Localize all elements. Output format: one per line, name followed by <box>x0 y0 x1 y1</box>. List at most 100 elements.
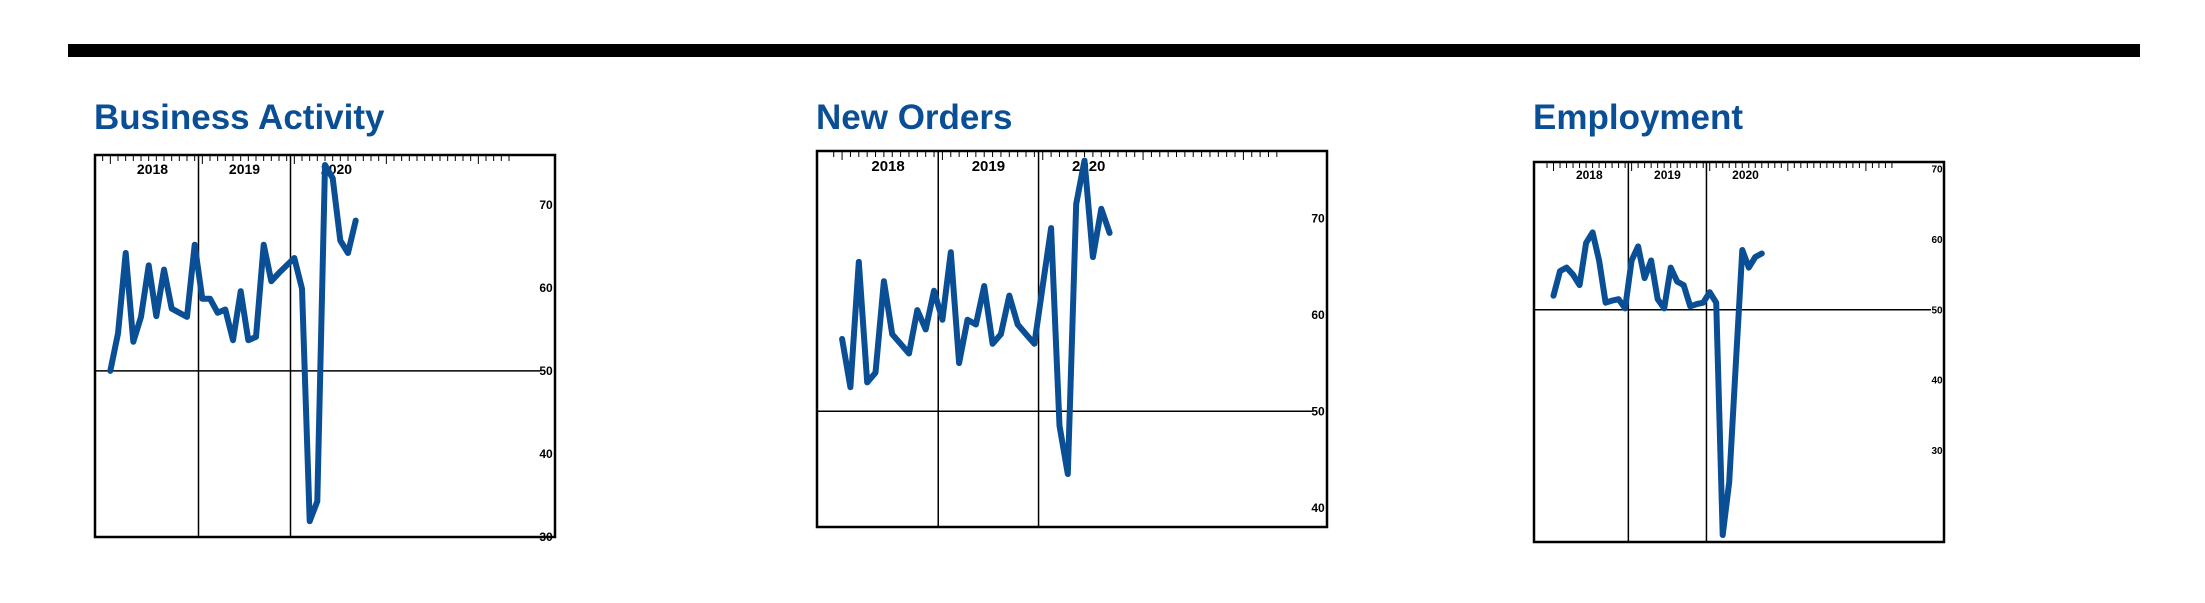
data-point <box>1066 472 1070 476</box>
data-point <box>185 315 189 319</box>
data-point <box>170 307 174 311</box>
data-point <box>1623 306 1627 310</box>
data-point <box>865 380 869 384</box>
year-label: 2018 <box>1576 168 1603 182</box>
data-point <box>1662 306 1666 310</box>
data-point <box>882 279 886 283</box>
data-point <box>924 327 928 331</box>
data-point <box>1024 332 1028 336</box>
data-point <box>1578 283 1582 287</box>
data-point <box>277 271 281 275</box>
data-point <box>1617 297 1621 301</box>
data-point <box>346 251 350 255</box>
y-tick-label: 40 <box>539 447 553 461</box>
data-point <box>162 268 166 272</box>
data-point <box>1656 297 1660 301</box>
y-tick-label: 60 <box>539 281 553 295</box>
plot-frame <box>1532 160 1946 544</box>
y-tick-label: 30 <box>539 530 553 544</box>
y-tick-label: 40 <box>1311 501 1325 515</box>
data-point <box>1714 301 1718 305</box>
data-point <box>1571 273 1575 277</box>
data-point <box>1558 269 1562 273</box>
data-point <box>1727 480 1731 484</box>
y-tick-label: 60 <box>1931 235 1943 246</box>
chart-title-new-orders: New Orders <box>816 98 1013 137</box>
data-point <box>108 369 112 373</box>
data-point <box>974 323 978 327</box>
data-point <box>1695 302 1699 306</box>
data-point <box>1734 364 1738 368</box>
data-point <box>957 361 961 365</box>
y-tick-label: 50 <box>539 364 553 378</box>
y-tick-label: 70 <box>1931 165 1943 176</box>
series-line-new-orders <box>839 157 1113 477</box>
data-point <box>1074 202 1078 206</box>
data-point <box>1747 266 1751 270</box>
data-point <box>1688 304 1692 308</box>
year-label: 2020 <box>1732 168 1759 182</box>
data-point <box>1753 255 1757 259</box>
data-point <box>1091 255 1095 259</box>
data-point <box>1604 301 1608 305</box>
data-point <box>154 314 158 318</box>
data-point <box>300 287 304 291</box>
data-point <box>848 385 852 389</box>
data-point <box>254 335 258 339</box>
data-point <box>1636 244 1640 248</box>
series-line-employment <box>1550 229 1765 538</box>
data-point <box>1597 259 1601 263</box>
data-point <box>982 284 986 288</box>
data-point <box>1057 424 1061 428</box>
data-point <box>1701 301 1705 305</box>
data-point <box>239 289 243 293</box>
chart-title-employment: Employment <box>1533 98 1744 137</box>
data-point <box>1041 284 1045 288</box>
data-point <box>1669 266 1673 270</box>
y-tick-label: 60 <box>1311 308 1325 322</box>
data-point <box>1565 266 1569 270</box>
year-label: 2019 <box>972 158 1005 175</box>
chart-new-orders: 2018 2019 2020 40 50 60 70 <box>815 149 1329 529</box>
data-point <box>1610 299 1614 303</box>
data-point <box>949 250 953 254</box>
data-point <box>147 263 151 267</box>
top-divider-bar <box>68 44 2140 57</box>
data-point <box>292 256 296 260</box>
data-point <box>907 351 911 355</box>
data-point <box>1099 207 1103 211</box>
data-point <box>208 297 212 301</box>
plot-frame <box>815 149 1329 529</box>
y-tick-label: 50 <box>1311 405 1325 419</box>
year-label: 2018 <box>871 158 904 175</box>
data-point <box>1552 294 1556 298</box>
data-point <box>1675 280 1679 284</box>
y-tick-label: 50 <box>1931 305 1943 316</box>
data-point <box>1649 259 1653 263</box>
year-label: 2018 <box>137 161 168 177</box>
y-tick-label: 30 <box>1931 446 1943 457</box>
data-point <box>857 260 861 264</box>
data-point <box>999 332 1003 336</box>
data-point <box>216 311 220 315</box>
data-point <box>223 307 227 311</box>
data-point <box>1740 248 1744 252</box>
y-tick-label: 70 <box>1311 212 1325 226</box>
data-point <box>193 243 197 247</box>
chart-panel-business-activity: Business Activity 2018 2019 2020 30 40 50 60 70 <box>93 98 614 550</box>
chart-panel-employment: Employment 2018 2019 2020 30 40 50 60 70 <box>1532 98 1973 550</box>
year-label: 2020 <box>1072 158 1105 175</box>
data-point <box>131 340 135 344</box>
year-label: 2019 <box>229 161 260 177</box>
data-point <box>285 263 289 267</box>
data-point <box>354 219 358 223</box>
data-point <box>246 338 250 342</box>
data-point <box>331 176 335 180</box>
chart-title-business-activity: Business Activity <box>94 98 385 137</box>
data-point <box>1591 230 1595 234</box>
data-point <box>308 519 312 523</box>
data-point <box>874 371 878 375</box>
data-point <box>1584 241 1588 245</box>
year-label: 2019 <box>1654 168 1681 182</box>
